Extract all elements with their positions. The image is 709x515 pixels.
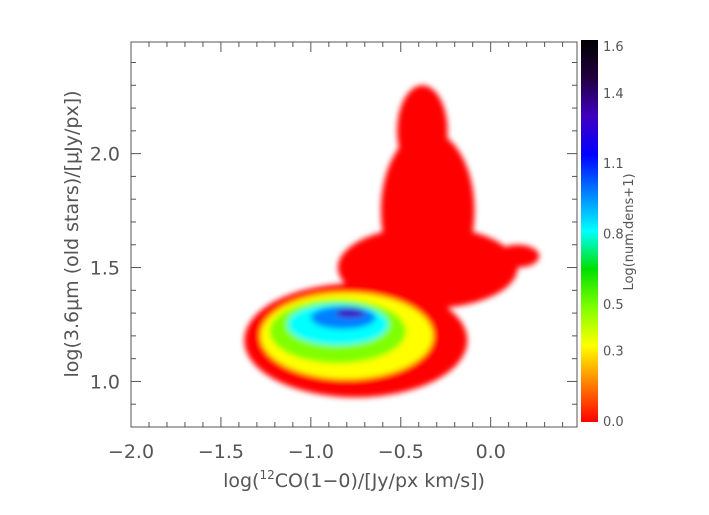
density-region: [380, 130, 475, 291]
colorbar-ticks: 0.0 0.3 0.5 0.8 1.1 1.4 1.6: [603, 40, 624, 430]
x-tick-label: −2.0: [108, 441, 154, 463]
density-region: [397, 85, 448, 177]
y-axis: 1.0 1.5 2.0: [90, 62, 577, 428]
y-tick-label: 1.0: [90, 371, 120, 393]
y-axis-label: log(3.6μm (old stars)/[μJy/px]): [61, 90, 83, 377]
plot-frame: [130, 41, 578, 428]
x-axis: −2.0 −1.5 −1.0 −0.5 0.0: [108, 42, 564, 463]
y-tick-label: 1.5: [90, 258, 120, 280]
x-tick-label: −1.5: [198, 441, 244, 463]
x-axis-label: log(12CO(1−0)/[Jy/px km/s]): [223, 468, 485, 492]
y-tick-label: 2.0: [90, 144, 120, 166]
x-tick-label: −1.0: [288, 441, 334, 463]
density-map: [244, 85, 540, 398]
colorbar: [581, 40, 598, 422]
colorbar-tick-label: 1.4: [603, 87, 624, 102]
density-region: [336, 308, 365, 318]
colorbar-tick-label: 0.0: [603, 415, 624, 430]
colorbar-tick-label: 0.5: [603, 298, 624, 313]
x-tick-label: −0.5: [378, 441, 424, 463]
colorbar-tick-label: 0.8: [603, 228, 624, 243]
colorbar-label: Log(num.dens+1): [622, 173, 637, 290]
density-region: [496, 244, 540, 268]
x-tick-label: 0.0: [476, 441, 506, 463]
colorbar-tick-label: 1.1: [603, 157, 624, 172]
colorbar-tick-label: 1.6: [603, 40, 624, 55]
colorbar-tick-label: 0.3: [603, 345, 624, 360]
